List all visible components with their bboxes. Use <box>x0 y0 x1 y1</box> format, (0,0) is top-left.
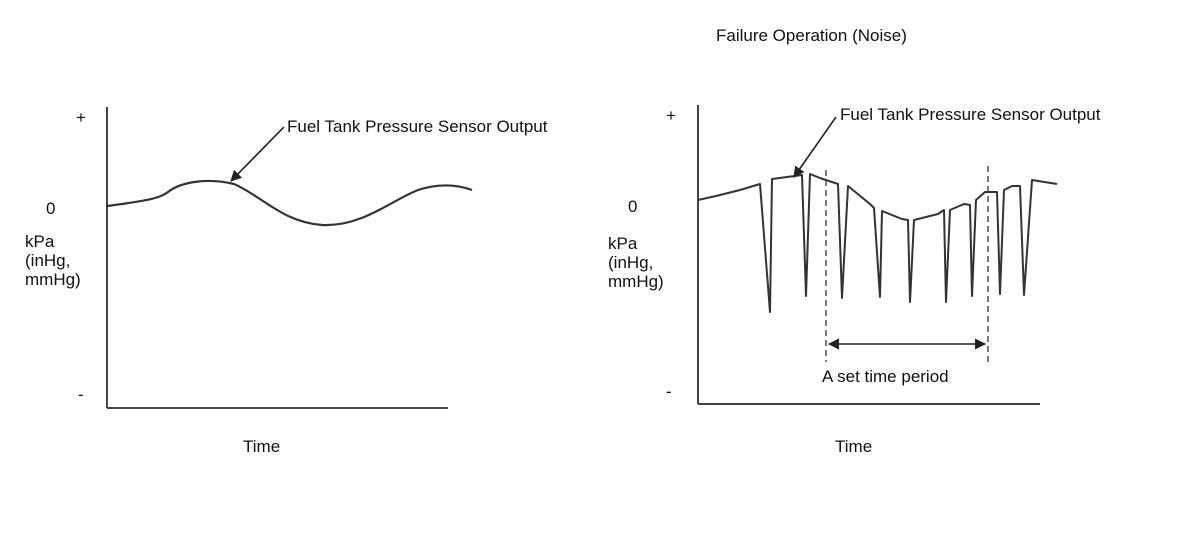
failure-y-zero-label: 0 <box>628 197 638 216</box>
period-label: A set time period <box>822 367 949 386</box>
normal-curve-label: Fuel Tank Pressure Sensor Output <box>287 117 548 136</box>
normal-callout-arrow <box>230 126 285 182</box>
normal-sensor-curve <box>106 179 473 227</box>
failure-graph <box>697 105 1058 405</box>
normal-y-plus-label: + <box>76 108 86 127</box>
normal-y-zero-label: 0 <box>46 199 56 218</box>
failure-graph-title: Failure Operation (Noise) <box>716 26 907 45</box>
failure-curve-label: Fuel Tank Pressure Sensor Output <box>840 105 1101 124</box>
normal-x-axis-label: Time <box>243 437 281 456</box>
failure-x-axis-label: Time <box>835 437 873 456</box>
normal-y-minus-label: - <box>78 385 84 404</box>
failure-y-plus-label: + <box>666 106 676 125</box>
failure-y-minus-label: - <box>666 382 672 401</box>
normal-graph <box>106 107 473 409</box>
failure-callout-arrow <box>793 116 837 178</box>
failure-noise-curve <box>697 173 1058 313</box>
normal-y-unit-label: kPa (inHg, mmHg) <box>25 232 81 289</box>
failure-y-unit-label: kPa (inHg, mmHg) <box>608 234 664 291</box>
